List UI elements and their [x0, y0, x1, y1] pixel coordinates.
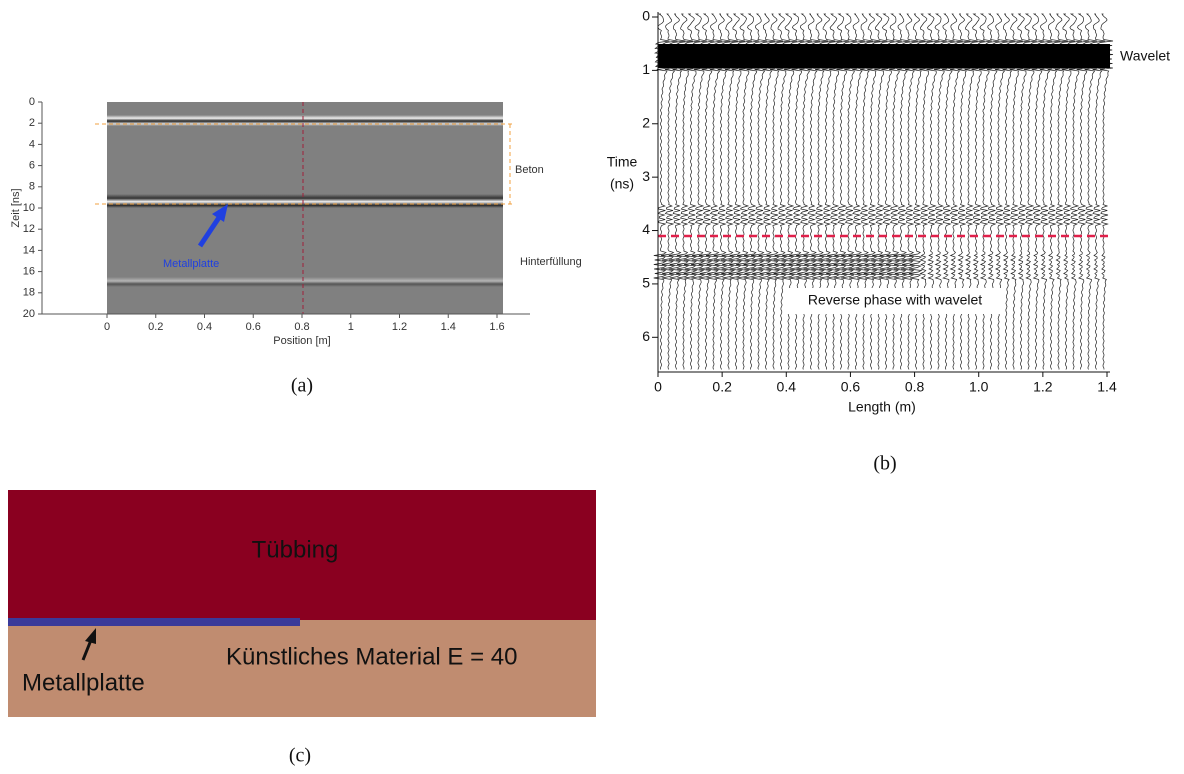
y-tick-label: 0	[29, 96, 35, 108]
x-tick-label: 1.6	[489, 321, 504, 333]
y-tick-label: 20	[23, 308, 35, 320]
wiggle-traces	[653, 13, 1114, 370]
trace	[766, 13, 784, 370]
y-tick-label: 16	[23, 266, 35, 278]
y-tick-label: 8	[29, 181, 35, 193]
trace	[691, 13, 709, 370]
trace	[720, 13, 739, 370]
annotation: Hinterfüllung	[520, 256, 582, 268]
y-tick-label: 2	[29, 117, 35, 129]
trace	[698, 13, 716, 370]
trace	[660, 13, 679, 370]
y-tick-label: 2	[642, 114, 650, 130]
x-tick-label: 0.8	[905, 379, 925, 395]
y-tick-label: 14	[23, 244, 35, 256]
annotation: Metallplatte	[163, 258, 219, 270]
label-box	[785, 288, 1005, 314]
trace	[683, 13, 701, 370]
annotation: Reverse phase with wavelet	[808, 292, 982, 308]
model	[8, 490, 596, 717]
trace	[705, 13, 724, 370]
y-tick-label: 5	[642, 275, 650, 291]
trace	[1088, 13, 1106, 370]
trace	[773, 13, 791, 370]
trace	[1074, 13, 1091, 370]
trace	[653, 13, 671, 370]
y-tick-label: 10	[23, 202, 35, 214]
trace	[1043, 13, 1061, 370]
caption: (a)	[291, 375, 313, 397]
annotation: Wavelet	[1120, 48, 1170, 64]
x-tick-label: 1.2	[392, 321, 407, 333]
x-tick-label: 1.4	[1097, 379, 1117, 395]
y-tick-label: 0	[642, 8, 650, 24]
x-tick-label: 0.2	[712, 379, 732, 395]
x-tick-label: 0	[104, 321, 110, 333]
y-tick-label: 6	[642, 328, 650, 344]
trace	[758, 13, 776, 370]
trace	[1005, 13, 1024, 370]
trace	[743, 13, 761, 370]
x-tick-label: 0.6	[841, 379, 861, 395]
y-axis-label: (ns)	[610, 176, 634, 192]
trace	[1058, 13, 1076, 370]
x-tick-label: 0.2	[148, 321, 163, 333]
wavelet-band	[658, 44, 1110, 68]
trace	[668, 13, 686, 370]
radargram	[95, 102, 512, 314]
x-tick-label: 0.8	[294, 321, 309, 333]
trace	[713, 13, 731, 370]
caption: (b)	[873, 453, 896, 475]
y-tick-label: 1	[642, 61, 650, 77]
x-tick-label: 1.4	[441, 321, 456, 333]
trace	[1036, 13, 1054, 370]
x-tick-label: 0.4	[777, 379, 797, 395]
trace	[1029, 13, 1046, 370]
x-tick-label: 0.4	[197, 321, 212, 333]
x-tick-label: 1	[348, 321, 354, 333]
y-tick-label: 18	[23, 287, 35, 299]
y-tick-label: 3	[642, 168, 650, 184]
x-tick-label: 1.2	[1033, 379, 1053, 395]
trace	[736, 13, 754, 370]
y-axis-label: Time	[607, 154, 638, 170]
y-tick-label: 4	[642, 221, 650, 237]
trace	[1081, 13, 1099, 370]
x-tick-label: 1.0	[969, 379, 989, 395]
trace	[1013, 13, 1031, 370]
annotation: Künstliches Material E = 40	[226, 643, 517, 670]
x-axis-label: Length (m)	[848, 399, 916, 415]
y-tick-label: 12	[23, 223, 35, 235]
annotation: Metallplatte	[22, 669, 145, 696]
x-axis-label: Position [m]	[273, 335, 330, 347]
x-tick-label: 0	[654, 379, 662, 395]
trace	[1050, 13, 1069, 370]
trace	[728, 13, 746, 370]
y-tick-label: 6	[29, 160, 35, 172]
trace	[675, 13, 694, 370]
annotation: Tübbing	[252, 536, 339, 563]
trace	[998, 13, 1016, 370]
x-tick-label: 0.6	[246, 321, 261, 333]
caption: (c)	[289, 745, 311, 767]
y-tick-label: 4	[29, 138, 35, 150]
trace	[1096, 13, 1114, 370]
y-axis-label: Zeit [ns]	[10, 188, 22, 227]
trace	[751, 13, 769, 370]
trace	[1021, 13, 1039, 370]
trace	[1066, 13, 1084, 370]
annotation: Beton	[515, 164, 544, 176]
